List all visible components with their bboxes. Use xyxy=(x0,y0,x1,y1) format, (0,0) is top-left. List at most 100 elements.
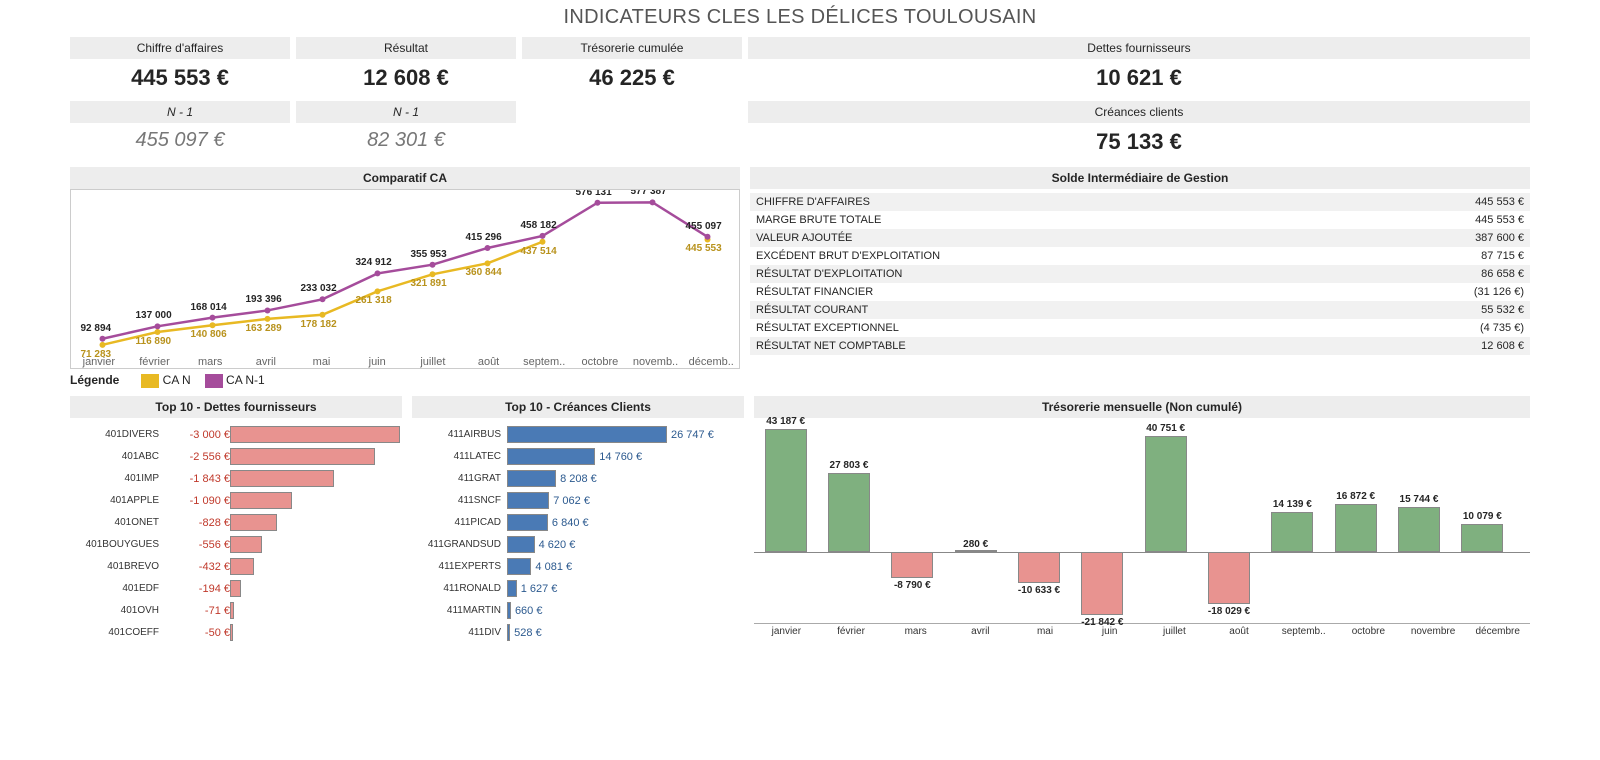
bar-row[interactable]: 401EDF-194 € xyxy=(70,578,402,600)
bar-row[interactable]: 411SNCF7 062 € xyxy=(412,490,744,512)
treso-bar[interactable]: 43 187 € xyxy=(765,424,807,624)
bar-value: 7 062 € xyxy=(549,495,594,507)
sig-row: RÉSULTAT FINANCIER(31 126 €) xyxy=(750,283,1530,301)
bar-value: -50 € xyxy=(165,627,230,639)
bar-row[interactable]: 411RONALD1 627 € xyxy=(412,578,744,600)
bar-rect xyxy=(230,470,334,487)
bar-value: 26 747 € xyxy=(667,429,718,441)
bar-row[interactable]: 411GRAT8 208 € xyxy=(412,468,744,490)
comp-datalabel: 577 387 xyxy=(631,189,667,197)
sig-value: 387 600 € xyxy=(1342,229,1530,247)
legend-swatch xyxy=(141,374,159,388)
bar-rect xyxy=(507,470,556,487)
bar-value: 528 € xyxy=(510,627,546,639)
bar-row[interactable]: 411MARTIN 660 € xyxy=(412,600,744,622)
bar-value: -3 000 € xyxy=(165,429,230,441)
comp-datalabel: 178 182 xyxy=(301,319,337,330)
treso-bar[interactable]: -18 029 € xyxy=(1208,424,1250,624)
bar-row[interactable]: 401COEFF-50 € xyxy=(70,622,402,644)
sig-label: CHIFFRE D'AFFAIRES xyxy=(750,193,1342,211)
sig-table: CHIFFRE D'AFFAIRES445 553 €MARGE BRUTE T… xyxy=(750,193,1530,355)
treso-bar[interactable]: 40 751 € xyxy=(1145,424,1187,624)
sig-label: RÉSULTAT COURANT xyxy=(750,301,1342,319)
bar-row[interactable]: 401BOUYGUES-556 € xyxy=(70,534,402,556)
bar-label: 411GRAT xyxy=(412,473,507,484)
comparatif-chart[interactable]: janvierfévriermarsavrilmaijuinjuilletaoû… xyxy=(70,189,740,369)
treso-month: décembre xyxy=(1465,626,1530,637)
comp-month: décemb.. xyxy=(683,356,739,368)
bar-row[interactable]: 401IMP-1 843 € xyxy=(70,468,402,490)
treso-value-label: 40 751 € xyxy=(1121,423,1211,434)
kpi-creances-value: 75 133 € xyxy=(748,127,1530,161)
bar-label: 411DIV xyxy=(412,627,507,638)
sig-label: RÉSULTAT D'EXPLOITATION xyxy=(750,265,1342,283)
legend-label: CA N-1 xyxy=(223,373,265,387)
bar-row[interactable]: 401APPLE-1 090 € xyxy=(70,490,402,512)
bar-row[interactable]: 411GRANDSUD4 620 € xyxy=(412,534,744,556)
bar-rect xyxy=(230,536,262,553)
treso-bar[interactable]: -8 790 € xyxy=(891,424,933,624)
bar-row[interactable]: 401OVH-71 € xyxy=(70,600,402,622)
comp-datalabel: 116 890 xyxy=(136,336,172,347)
sig-row: RÉSULTAT D'EXPLOITATION86 658 € xyxy=(750,265,1530,283)
bar-row[interactable]: 401BREVO-432 € xyxy=(70,556,402,578)
bar-row[interactable]: 401ABC-2 556 € xyxy=(70,446,402,468)
bar-value: 4 081 € xyxy=(531,561,576,573)
comp-month: mai xyxy=(294,356,350,368)
treso-chart[interactable]: 43 187 € 27 803 € -8 790 € 280 € -10 633 € -2… xyxy=(754,424,1530,624)
comp-month: septem.. xyxy=(516,356,572,368)
bar-row[interactable]: 411DIV528 € xyxy=(412,622,744,644)
treso-bar[interactable]: 280 € xyxy=(955,424,997,624)
comp-datalabel: 92 894 xyxy=(81,323,112,334)
top10-clients-panel: Top 10 - Créances Clients 411AIRBUS26 74… xyxy=(412,396,744,644)
sig-label: RÉSULTAT NET COMPTABLE xyxy=(750,337,1342,355)
bar-value: 660 € xyxy=(511,605,547,617)
bar-label: 411MARTIN xyxy=(412,605,507,616)
bar-value: -71 € xyxy=(165,605,230,617)
sig-value: 445 553 € xyxy=(1342,193,1530,211)
bar-label: 401OVH xyxy=(70,605,165,616)
bar-label: 411GRANDSUD xyxy=(412,539,507,550)
treso-bar[interactable]: -21 842 € xyxy=(1081,424,1123,624)
comp-month: août xyxy=(461,356,517,368)
treso-bar[interactable]: 27 803 € xyxy=(828,424,870,624)
comp-datalabel: 233 032 xyxy=(301,283,337,294)
bar-row[interactable]: 411PICAD6 840 € xyxy=(412,512,744,534)
bar-rect xyxy=(230,624,233,641)
treso-bar[interactable]: 14 139 € xyxy=(1271,424,1313,624)
bar-rect xyxy=(507,580,517,597)
comp-datalabel: 140 806 xyxy=(191,329,227,340)
bar-label: 401COEFF xyxy=(70,627,165,638)
bar-value: 14 760 € xyxy=(595,451,646,463)
bar-rect xyxy=(230,514,277,531)
treso-bar[interactable]: 16 872 € xyxy=(1335,424,1377,624)
treso-bar[interactable]: 15 744 € xyxy=(1398,424,1440,624)
sig-label: VALEUR AJOUTÉE xyxy=(750,229,1342,247)
bar-label: 401EDF xyxy=(70,583,165,594)
kpi-ca-n1-label: N - 1 xyxy=(70,101,290,123)
bar-rect xyxy=(230,426,400,443)
kpi-creances-label: Créances clients xyxy=(748,101,1530,123)
treso-month: octobre xyxy=(1336,626,1401,637)
kpi-ca-n1-value: 455 097 € xyxy=(70,127,290,158)
treso-bar[interactable]: -10 633 € xyxy=(1018,424,1060,624)
comp-datalabel: 163 289 xyxy=(246,323,282,334)
treso-bar[interactable]: 10 079 € xyxy=(1461,424,1503,624)
page-title: INDICATEURS CLES LES DÉLICES TOULOUSAIN xyxy=(70,2,1530,37)
sig-label: RÉSULTAT EXCEPTIONNEL xyxy=(750,319,1342,337)
bar-label: 411LATEC xyxy=(412,451,507,462)
bar-row[interactable]: 411AIRBUS26 747 € xyxy=(412,424,744,446)
sig-label: MARGE BRUTE TOTALE xyxy=(750,211,1342,229)
treso-month: avril xyxy=(948,626,1013,637)
comp-datalabel: 576 131 xyxy=(576,189,612,198)
sig-title: Solde Intermédiaire de Gestion xyxy=(750,167,1530,189)
bar-row[interactable]: 411LATEC 14 760 € xyxy=(412,446,744,468)
kpi-dettes-label: Dettes fournisseurs xyxy=(748,37,1530,59)
comp-month: février xyxy=(127,356,183,368)
bar-row[interactable]: 401ONET-828 € xyxy=(70,512,402,534)
bar-row[interactable]: 401DIVERS-3 000 € xyxy=(70,424,402,446)
comp-datalabel: 437 514 xyxy=(521,246,557,257)
bar-label: 401BREVO xyxy=(70,561,165,572)
treso-title: Trésorerie mensuelle (Non cumulé) xyxy=(754,396,1530,418)
bar-row[interactable]: 411EXPERTS4 081 € xyxy=(412,556,744,578)
